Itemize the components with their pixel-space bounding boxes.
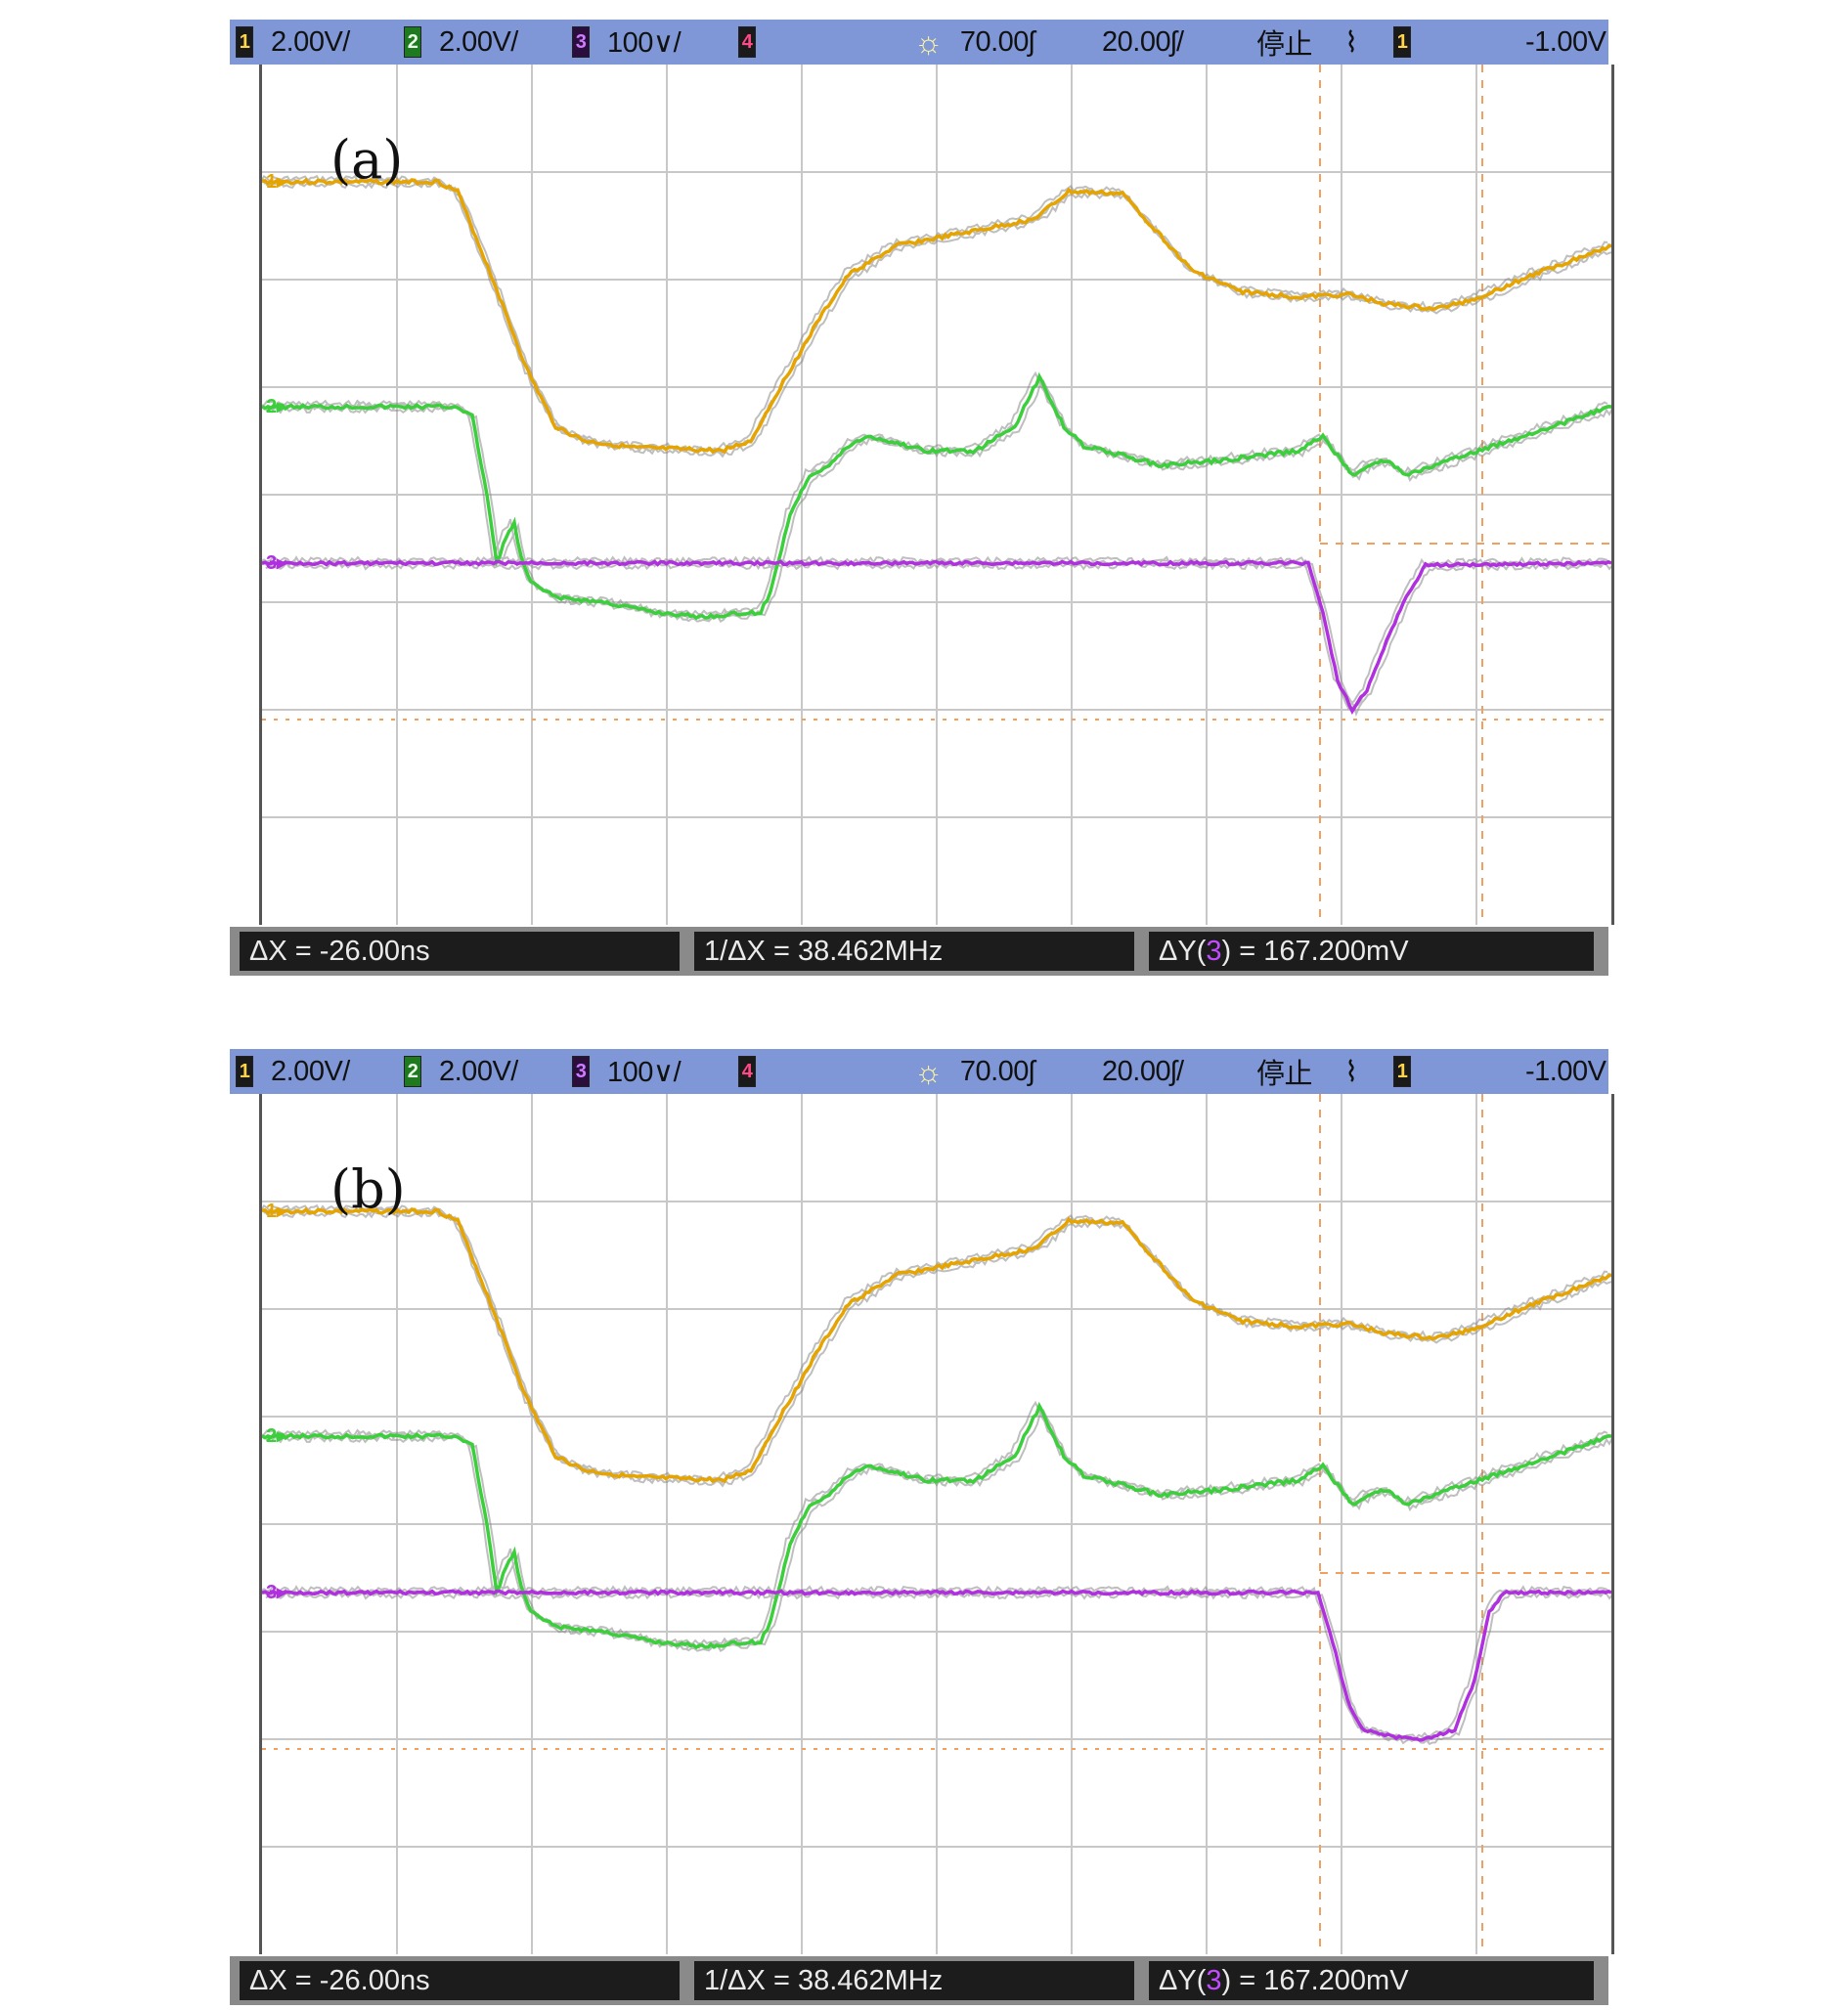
- persistence-trace: [265, 180, 1611, 459]
- channel-3-ground-marker: 3▸: [266, 552, 287, 574]
- intensity-icon[interactable]: ☼: [914, 1053, 943, 1089]
- trigger-source-indicator[interactable]: 1: [1393, 1056, 1411, 1087]
- channel-3-trace: [262, 1589, 1611, 1742]
- channel-2-ground-marker: 2▸: [266, 396, 287, 417]
- channel-1-ground-marker: 1▸: [266, 171, 287, 193]
- inverse-delta-x-readout[interactable]: 1/ΔX = 38.462MHz: [694, 1961, 1134, 2000]
- channel-1-scale[interactable]: 2.00V/: [271, 25, 350, 58]
- channel-1-trace: [262, 177, 1611, 455]
- channel-2-trace: [262, 371, 1611, 621]
- scope-panel-a: 1 2.00V/ 2 2.00V/ 3 100∨/ 4 ☼ 70.00ʃ 20.…: [230, 20, 1614, 976]
- graticule: [262, 1094, 1611, 1954]
- run-state[interactable]: 停止: [1256, 1059, 1313, 1090]
- delta-y-readout[interactable]: ΔY(3) = 167.200mV: [1149, 932, 1594, 971]
- channel-2-scale[interactable]: 2.00V/: [439, 1055, 518, 1087]
- intensity-icon[interactable]: ☼: [914, 23, 943, 60]
- delta-x-readout[interactable]: ΔX = -26.00ns: [240, 1961, 680, 2000]
- panel-label: (b): [330, 1158, 406, 1220]
- channel-1-trace: [262, 1206, 1611, 1484]
- inverse-delta-x-readout[interactable]: 1/ΔX = 38.462MHz: [694, 932, 1134, 971]
- channel-2-scale[interactable]: 2.00V/: [439, 25, 518, 58]
- channel-3-indicator[interactable]: 3: [572, 1056, 590, 1087]
- channel-2-trace: [262, 1401, 1611, 1650]
- trigger-edge-icon[interactable]: ⌇: [1344, 26, 1358, 59]
- channel-1-indicator[interactable]: 1: [236, 26, 253, 58]
- channel-status-bar: 1 2.00V/ 2 2.00V/ 3 100∨/ 4 ☼ 70.00ʃ 20.…: [230, 20, 1608, 65]
- channel-status-bar: 1 2.00V/ 2 2.00V/ 3 100∨/ 4 ☼ 70.00ʃ 20.…: [230, 1049, 1608, 1094]
- delta-y-channel: 3: [1206, 936, 1222, 967]
- graticule: [262, 65, 1611, 925]
- timebase-scale[interactable]: 20.00ʃ/: [1102, 1055, 1184, 1087]
- channel-3-ground-marker: 3▸: [266, 1582, 287, 1603]
- delta-y-prefix: ΔY(: [1159, 936, 1207, 967]
- delta-y-channel: 3: [1206, 1965, 1222, 1996]
- channel-3-scale[interactable]: 100∨/: [607, 26, 682, 59]
- horizontal-delay[interactable]: 70.00ʃ: [959, 1055, 1035, 1087]
- persistence-trace: [265, 1209, 1611, 1488]
- run-state[interactable]: 停止: [1256, 29, 1313, 61]
- channel-3-scale[interactable]: 100∨/: [607, 1056, 682, 1088]
- delta-y-readout[interactable]: ΔY(3) = 167.200mV: [1149, 1961, 1594, 2000]
- channel-1-indicator[interactable]: 1: [236, 1056, 253, 1087]
- trigger-source-indicator[interactable]: 1: [1393, 26, 1411, 58]
- timebase-scale[interactable]: 20.00ʃ/: [1102, 25, 1184, 58]
- channel-3-trace: [262, 559, 1611, 715]
- channel-1-ground-marker: 1▸: [266, 1201, 287, 1222]
- channel-4-indicator[interactable]: 4: [738, 1056, 756, 1087]
- persistence-trace: [265, 1591, 1611, 1746]
- channel-4-indicator[interactable]: 4: [738, 26, 756, 58]
- waveform-display[interactable]: 1▸ 2▸ 3▸ (b): [259, 1094, 1614, 1954]
- channel-1-scale[interactable]: 2.00V/: [271, 1055, 350, 1087]
- scope-panel-b: 1 2.00V/ 2 2.00V/ 3 100∨/ 4 ☼ 70.00ʃ 20.…: [230, 1049, 1614, 2005]
- horizontal-delay[interactable]: 70.00ʃ: [959, 25, 1035, 58]
- channel-2-indicator[interactable]: 2: [404, 26, 421, 58]
- persistence-trace: [262, 555, 1608, 711]
- channel-2-indicator[interactable]: 2: [404, 1056, 421, 1087]
- delta-x-readout[interactable]: ΔX = -26.00ns: [240, 932, 680, 971]
- waveform-canvas: 1▸ 2▸ 3▸: [262, 1094, 1611, 1954]
- channel-3-indicator[interactable]: 3: [572, 26, 590, 58]
- trigger-level[interactable]: -1.00V: [1525, 1055, 1606, 1087]
- persistence-trace: [265, 561, 1611, 718]
- persistence-trace: [262, 1585, 1608, 1740]
- trigger-edge-icon[interactable]: ⌇: [1344, 1056, 1358, 1088]
- delta-y-prefix: ΔY(: [1159, 1965, 1207, 1996]
- panel-label: (a): [330, 129, 404, 191]
- waveform-display[interactable]: 1▸ 2▸ 3▸ (a): [259, 65, 1614, 925]
- measurement-bar: ΔX = -26.00ns 1/ΔX = 38.462MHz ΔY(3) = 1…: [230, 927, 1608, 976]
- waveform-canvas: 1▸ 2▸ 3▸: [262, 65, 1611, 925]
- trigger-level[interactable]: -1.00V: [1525, 25, 1606, 58]
- delta-y-value: ) = 167.200mV: [1221, 1965, 1409, 1996]
- delta-y-value: ) = 167.200mV: [1221, 936, 1409, 967]
- channel-2-ground-marker: 2▸: [266, 1425, 287, 1447]
- measurement-bar: ΔX = -26.00ns 1/ΔX = 38.462MHz ΔY(3) = 1…: [230, 1956, 1608, 2005]
